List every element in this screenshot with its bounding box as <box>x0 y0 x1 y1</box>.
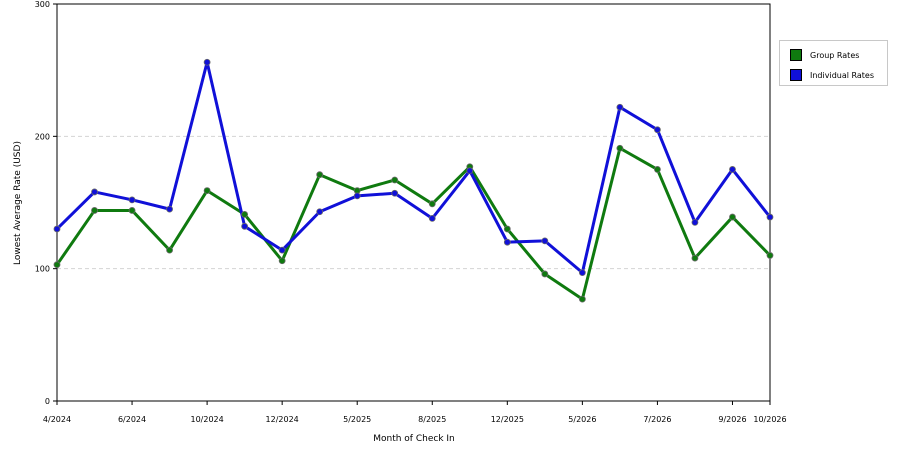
x-tick-label: 4/2024 <box>43 415 71 424</box>
data-point-group-rates <box>316 171 324 179</box>
data-point-individual-rates <box>91 188 98 196</box>
legend: Group Rates Individual Rates <box>779 40 888 86</box>
x-tick-label: 5/2026 <box>568 415 596 424</box>
data-point-group-rates <box>391 176 399 184</box>
data-point-group-rates <box>203 187 211 194</box>
data-point-individual-rates <box>729 166 736 173</box>
data-point-individual-rates <box>428 214 436 222</box>
data-point-individual-rates <box>53 225 61 233</box>
data-point-individual-rates <box>616 103 624 111</box>
data-point-group-rates <box>578 295 586 303</box>
data-point-group-rates <box>428 200 436 208</box>
y-tick-label: 200 <box>35 132 50 141</box>
data-point-group-rates <box>541 270 549 278</box>
y-tick-label: 100 <box>35 265 50 274</box>
data-point-individual-rates <box>166 205 173 213</box>
data-point-group-rates <box>654 166 661 173</box>
data-point-individual-rates <box>466 167 474 175</box>
data-point-individual-rates <box>654 126 661 134</box>
series-line-group-rates <box>55 146 772 301</box>
data-point-group-rates <box>691 254 699 262</box>
data-point-group-rates <box>729 213 736 221</box>
x-tick-label: 8/2025 <box>418 415 446 424</box>
x-tick-label: 12/2024 <box>266 415 299 424</box>
y-tick-label: 0 <box>45 397 50 406</box>
legend-label-group-rates: Group Rates <box>810 50 860 60</box>
series-points <box>53 58 774 303</box>
x-tick-label: 10/2026 <box>753 415 786 424</box>
x-axis-title: Month of Check In <box>373 434 455 444</box>
x-tick-label: 6/2024 <box>118 415 146 424</box>
data-point-individual-rates <box>541 237 549 245</box>
data-point-individual-rates <box>316 208 324 216</box>
legend-swatch-individual-rates <box>790 69 802 81</box>
data-point-individual-rates <box>353 192 361 200</box>
data-point-individual-rates <box>578 269 586 277</box>
legend-label-individual-rates: Individual Rates <box>810 70 875 80</box>
data-point-individual-rates <box>766 213 774 221</box>
grid-lines <box>57 135 770 270</box>
data-point-individual-rates <box>391 189 399 197</box>
series-lines <box>55 60 772 301</box>
x-tick-label: 9/2026 <box>718 415 746 424</box>
y-axis: 0 100 200 300 <box>35 0 57 406</box>
y-axis-title: Lowest Average Rate (USD) <box>13 141 23 265</box>
x-tick-label: 10/2024 <box>190 415 223 424</box>
legend-item-individual-rates: Individual Rates <box>790 68 874 82</box>
data-point-group-rates <box>503 225 511 233</box>
data-point-group-rates <box>91 207 98 214</box>
x-tick-label: 5/2025 <box>343 415 371 424</box>
data-point-group-rates <box>766 252 774 259</box>
data-point-individual-rates <box>128 196 136 204</box>
legend-item-group-rates: Group Rates <box>790 48 859 62</box>
data-point-individual-rates <box>278 246 286 254</box>
y-tick-label: 300 <box>35 0 50 9</box>
x-axis: 4/2024 6/2024 10/2024 12/2024 5/2025 8/2025 12… <box>43 401 787 424</box>
data-point-group-rates <box>166 246 173 254</box>
legend-swatch-group-rates <box>790 49 802 61</box>
series-line-individual-rates <box>55 60 772 275</box>
data-point-individual-rates <box>241 222 249 230</box>
x-tick-label: 7/2026 <box>643 415 671 424</box>
data-point-group-rates <box>128 207 136 214</box>
data-point-group-rates <box>53 261 61 269</box>
data-point-group-rates <box>278 257 286 265</box>
data-point-individual-rates <box>203 58 211 66</box>
x-tick-label: 12/2025 <box>491 415 524 424</box>
data-point-group-rates <box>616 144 624 152</box>
data-point-group-rates <box>241 211 249 218</box>
data-point-individual-rates <box>691 218 699 226</box>
data-point-individual-rates <box>503 238 511 246</box>
plot-area-frame <box>56 3 771 402</box>
